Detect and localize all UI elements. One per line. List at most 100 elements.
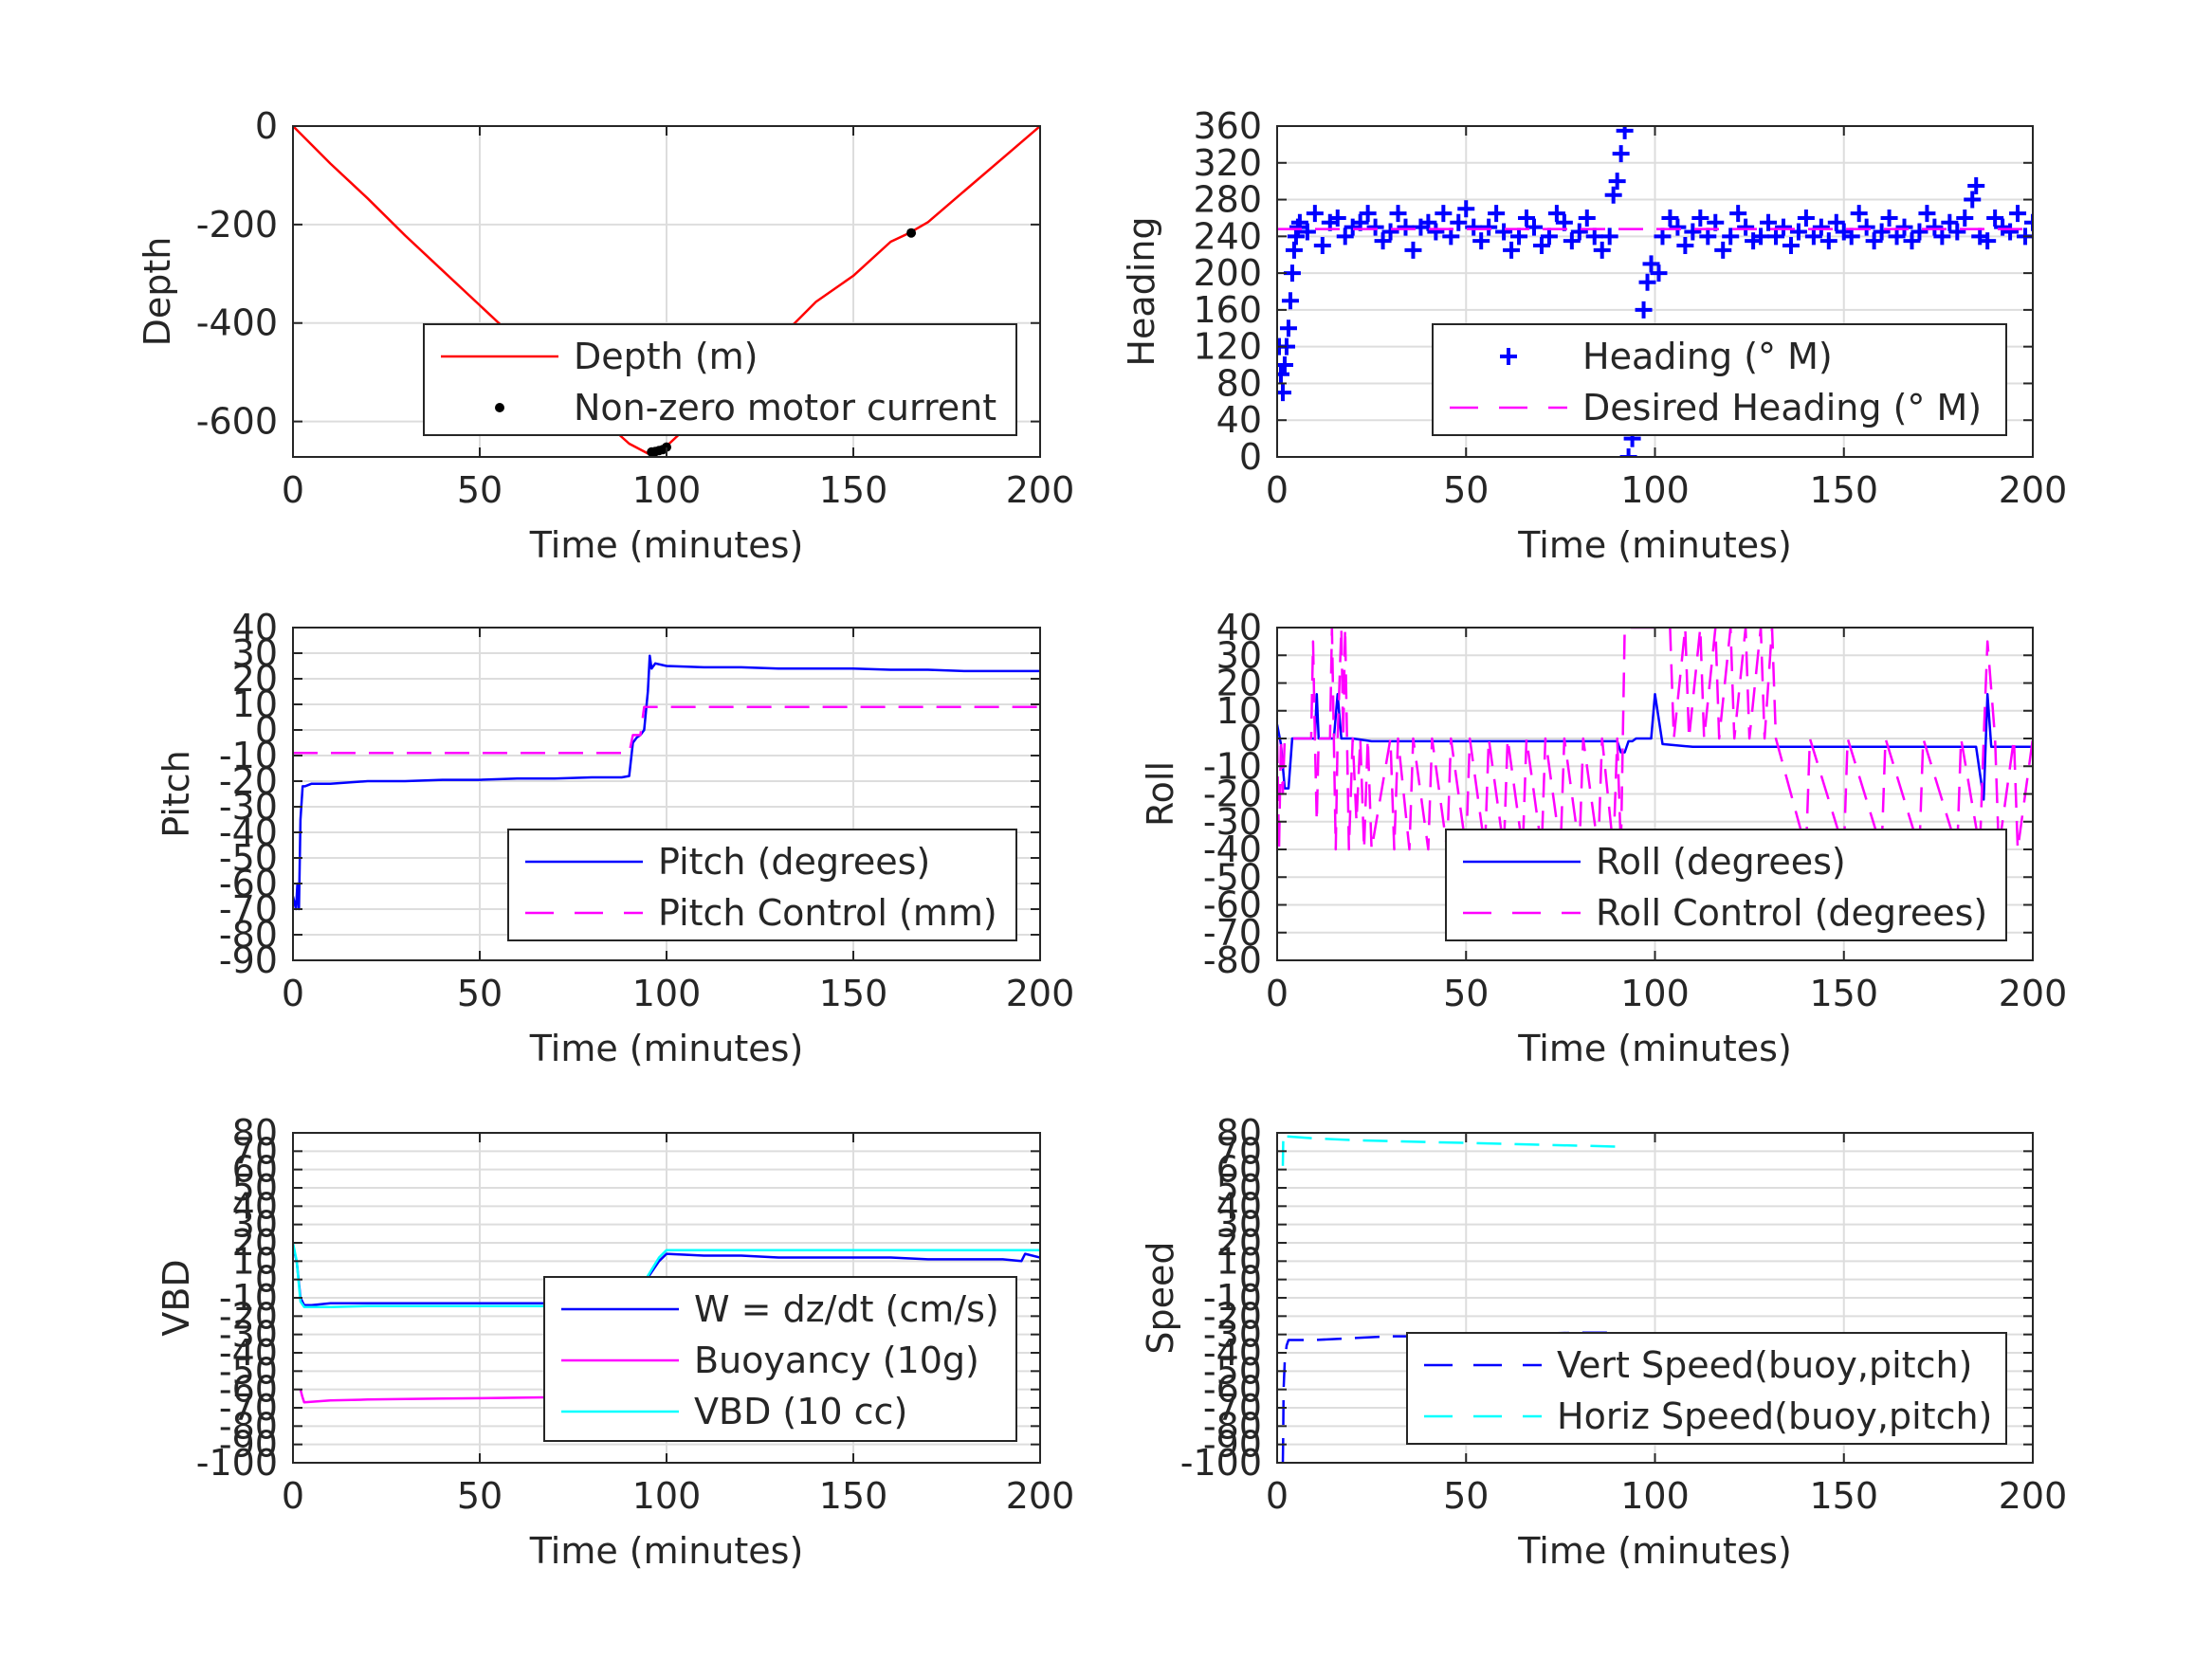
series-heading-0-point <box>1336 228 1354 246</box>
series-group <box>1277 126 2033 457</box>
series-heading-0-point <box>1540 228 1558 246</box>
y-tick-label: -60 <box>219 1369 278 1411</box>
y-tick-label: -20 <box>1203 1295 1262 1337</box>
legend-box <box>1432 323 2007 436</box>
x-tick-label: 0 <box>1266 1475 1289 1517</box>
series-heading-0-point <box>1760 213 1778 231</box>
series-group <box>293 654 1040 911</box>
y-tick-label: 10 <box>232 1240 278 1282</box>
x-tick-label: 200 <box>1006 469 1075 511</box>
legend-label: Depth (m) <box>574 336 759 377</box>
y-tick-label: -70 <box>219 1387 278 1429</box>
series-heading-0-point <box>1298 223 1316 241</box>
series-heading-0-point <box>1638 273 1656 291</box>
y-tick-label: 240 <box>1193 215 1262 257</box>
legend-label: Buoyancy (10g) <box>694 1340 979 1381</box>
series-heading-0-point <box>1313 237 1331 255</box>
series-heading-0-point <box>1895 218 1913 236</box>
x-tick-label: 100 <box>632 469 702 511</box>
y-tick-label: 0 <box>1239 718 1262 759</box>
y-tick-label: 70 <box>232 1130 278 1172</box>
series-heading-0-point <box>1525 218 1543 236</box>
series-heading-0-point <box>1547 205 1565 223</box>
chart-vbd: 0 50 100 150 200-100-90-80-70-60-50-40-30-20… <box>155 1112 1074 1572</box>
x-tick-label: 50 <box>1443 469 1489 511</box>
y-tick-label: 160 <box>1193 289 1262 331</box>
series-heading-0-point <box>1789 223 1807 241</box>
y-axis-label: VBD <box>155 1259 197 1336</box>
y-tick-label: -30 <box>1203 1314 1262 1356</box>
series-heading-0-point <box>1480 218 1498 236</box>
series-heading-0-point <box>1619 448 1637 457</box>
series-pitch-1-line <box>293 705 1040 755</box>
legend-label: Roll (degrees) <box>1596 841 1846 883</box>
legend: W = dz/dt (cm/s) Buoyancy (10g) VBD (10 cc… <box>543 1276 1017 1442</box>
series-heading-0-point <box>1676 237 1694 255</box>
x-tick-label: 150 <box>819 469 888 511</box>
series-heading-0-point <box>1684 223 1702 241</box>
x-tick-label: 150 <box>819 973 888 1014</box>
y-tick-label: 0 <box>255 1259 278 1301</box>
legend-label: Vert Speed(buoy,pitch) <box>1557 1344 1972 1386</box>
y-tick-label: -30 <box>1203 801 1262 843</box>
y-tick-label: 40 <box>232 1185 278 1227</box>
series-heading-0-point <box>1964 191 1982 209</box>
series-heading-0-point <box>1450 213 1468 231</box>
x-tick-label: 200 <box>1999 1475 2068 1517</box>
y-tick-label: 280 <box>1193 179 1262 221</box>
series-heading-0-point <box>1812 218 1830 236</box>
y-tick-label: 20 <box>232 658 278 700</box>
x-tick-label: 100 <box>632 1475 702 1517</box>
series-heading-0-point <box>1404 241 1422 259</box>
legend-box <box>543 1276 1017 1442</box>
y-axis-label: Heading <box>1121 216 1162 366</box>
x-tick-label: 0 <box>282 973 304 1014</box>
series-heading-0-point <box>1941 213 1959 231</box>
series-heading-0-point <box>1857 218 1875 236</box>
y-tick-label: 0 <box>1239 1259 1262 1301</box>
series-heading-0-point <box>1910 223 1929 241</box>
y-tick-label: -20 <box>219 760 278 802</box>
series-heading-0-point <box>1518 209 1536 227</box>
x-axis-label: Time (minutes) <box>529 524 804 566</box>
legend-label: Pitch (degrees) <box>658 841 930 883</box>
series-heading-0-point <box>1381 223 1399 241</box>
y-tick-label: -80 <box>219 1405 278 1447</box>
legend-label: VBD (10 cc) <box>694 1391 907 1432</box>
series-heading-0-point <box>1888 228 1906 246</box>
chart-speed: 0 50 100 150 200-100-90-80-70-60-50-40-30-20… <box>1140 1112 2067 1572</box>
x-tick-label: 150 <box>1809 973 1878 1014</box>
y-tick-label: -40 <box>219 811 278 853</box>
x-tick-label: 50 <box>457 973 503 1014</box>
series-heading-0-point <box>1948 223 1966 241</box>
x-tick-label: 100 <box>1620 1475 1690 1517</box>
series-heading-0-point <box>1277 356 1293 374</box>
series-heading-0-point <box>1488 205 1506 223</box>
series-heading-0-point <box>1389 205 1407 223</box>
series-heading-0-point <box>1642 255 1660 273</box>
y-tick-label: 320 <box>1193 142 1262 184</box>
series-heading-0-point <box>1850 205 1868 223</box>
series-heading-0-point <box>1865 232 1883 250</box>
series-heading-0-point <box>1661 209 1679 227</box>
x-tick-label: 50 <box>1443 1475 1489 1517</box>
x-tick-label: 0 <box>1266 973 1289 1014</box>
x-tick-label: 100 <box>632 973 702 1014</box>
series-heading-0-point <box>1578 209 1596 227</box>
series-heading-0-point <box>1819 232 1837 250</box>
legend-label: Pitch Control (mm) <box>658 892 997 934</box>
y-axis-label: Speed <box>1140 1241 1181 1354</box>
series-heading-0-point <box>1532 237 1550 255</box>
x-axis-label: Time (minutes) <box>529 1530 804 1572</box>
series-heading-0-point <box>2024 213 2033 231</box>
legend: Pitch (degrees) Pitch Control (mm) <box>507 829 1017 941</box>
series-heading-0-point <box>1585 228 1603 246</box>
chart-depth: 0 50 100 150 200 -600 -400 -200 0 Time (minutes) D… <box>137 105 1074 566</box>
series-heading-0-point <box>1926 218 1944 236</box>
series-heading-0-point <box>1979 232 1997 250</box>
x-axis-label: Time (minutes) <box>529 1028 804 1069</box>
legend-swatch-dot <box>495 403 504 412</box>
y-tick-label: -80 <box>219 914 278 956</box>
y-tick-label: 10 <box>1216 690 1262 732</box>
y-tick-label: -600 <box>196 401 278 443</box>
